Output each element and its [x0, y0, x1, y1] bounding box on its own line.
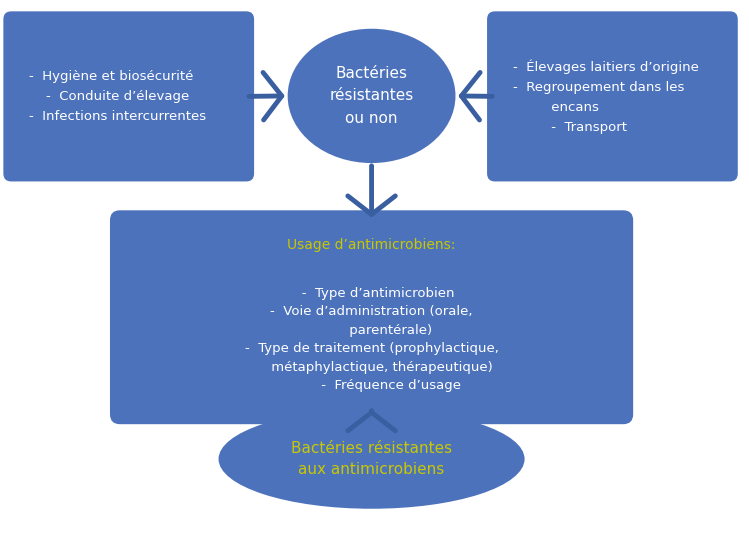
Text: -  Type d’antimicrobien
-  Voie d’administration (orale,
         parentérale)
-: - Type d’antimicrobien - Voie d’administ… — [245, 287, 499, 392]
FancyBboxPatch shape — [110, 210, 633, 424]
Text: -  Hygiène et biosécurité
    -  Conduite d’élevage
-  Infections intercurrentes: - Hygiène et biosécurité - Conduite d’él… — [29, 70, 206, 123]
Text: Usage d’antimicrobiens:: Usage d’antimicrobiens: — [288, 238, 455, 252]
Ellipse shape — [219, 409, 524, 509]
FancyBboxPatch shape — [3, 11, 254, 181]
Text: Bactéries
résistantes
ou non: Bactéries résistantes ou non — [330, 66, 413, 125]
Ellipse shape — [288, 29, 455, 163]
Text: Bactéries résistantes
aux antimicrobiens: Bactéries résistantes aux antimicrobiens — [291, 441, 452, 477]
FancyBboxPatch shape — [487, 11, 738, 181]
Text: -  Élevages laitiers d’origine
-  Regroupement dans les
         encans
        : - Élevages laitiers d’origine - Regroupe… — [513, 59, 699, 133]
